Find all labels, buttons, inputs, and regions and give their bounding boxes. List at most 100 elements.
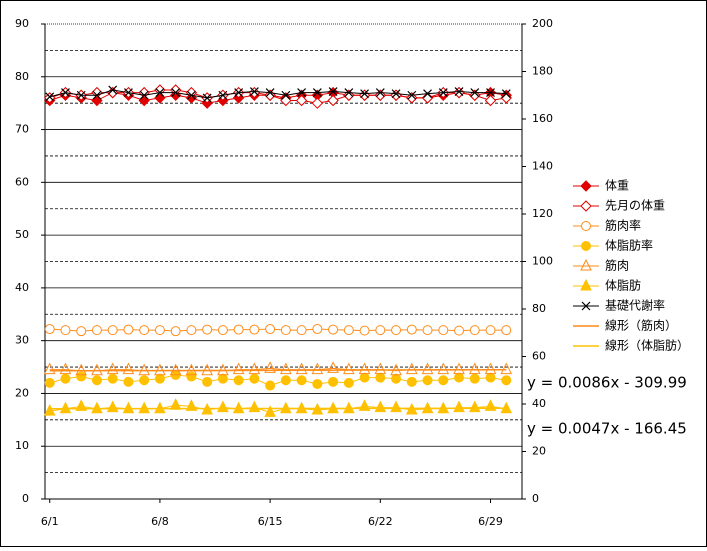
legend-label: 筋肉率 [605, 218, 641, 233]
marker [61, 326, 70, 335]
y-tick-label: 20 [15, 386, 29, 399]
marker [250, 325, 259, 334]
legend-label: 体脂肪率 [605, 238, 653, 253]
marker [218, 374, 227, 383]
y2-tick-label: 100 [532, 255, 553, 268]
marker [140, 326, 149, 335]
marker [203, 377, 212, 386]
y2-tick-label: 140 [532, 160, 553, 173]
marker [124, 377, 133, 386]
marker [234, 325, 243, 334]
marker [171, 327, 180, 336]
marker [124, 325, 133, 334]
marker [92, 376, 101, 385]
marker [455, 326, 464, 335]
marker [281, 376, 290, 385]
y2-tick-label: 80 [532, 302, 546, 315]
marker [108, 374, 117, 383]
marker [266, 381, 275, 390]
legend-label: 先月の体重 [605, 199, 665, 213]
marker [61, 374, 70, 383]
marker [313, 379, 322, 388]
marker [439, 326, 448, 335]
y2-tick-label: 0 [532, 492, 539, 505]
marker [407, 325, 416, 334]
x-tick-label: 6/29 [478, 515, 503, 528]
y-tick-label: 50 [15, 228, 29, 241]
marker [92, 326, 101, 335]
legend-label: 線形（体脂肪） [605, 338, 689, 353]
y2-tick-label: 200 [532, 17, 553, 30]
marker [297, 326, 306, 335]
marker [281, 326, 290, 335]
marker [423, 376, 432, 385]
marker [582, 222, 591, 231]
y2-tick-label: 20 [532, 445, 546, 458]
y2-tick-label: 160 [532, 112, 553, 125]
legend-label: 体脂肪 [605, 278, 641, 293]
marker [250, 374, 259, 383]
y-tick-label: 90 [15, 17, 29, 30]
marker [376, 326, 385, 335]
y-tick-label: 60 [15, 175, 29, 188]
marker [486, 326, 495, 335]
legend-label: 体重 [605, 179, 629, 193]
y-tick-label: 10 [15, 439, 29, 452]
trend-equation: y = 0.0086x - 309.99 [527, 374, 687, 392]
marker [187, 372, 196, 381]
marker [140, 376, 149, 385]
marker [297, 376, 306, 385]
marker [344, 378, 353, 387]
legend-label: 線形（筋肉） [605, 318, 677, 333]
marker [77, 327, 86, 336]
marker [203, 325, 212, 334]
marker [234, 376, 243, 385]
marker [313, 325, 322, 334]
marker [392, 326, 401, 335]
marker [155, 326, 164, 335]
marker [360, 326, 369, 335]
marker [77, 372, 86, 381]
marker [455, 373, 464, 382]
marker [470, 374, 479, 383]
y2-tick-label: 60 [532, 350, 546, 363]
legend-label: 筋肉 [605, 258, 629, 273]
y-tick-label: 40 [15, 281, 29, 294]
y-tick-label: 80 [15, 70, 29, 83]
marker [45, 378, 54, 387]
y2-tick-label: 40 [532, 397, 546, 410]
x-tick-label: 6/8 [151, 515, 169, 528]
marker [376, 373, 385, 382]
y2-tick-label: 120 [532, 207, 553, 220]
y2-tick-label: 180 [532, 65, 553, 78]
marker [45, 325, 54, 334]
marker [360, 373, 369, 382]
marker [407, 377, 416, 386]
y-tick-label: 30 [15, 334, 29, 347]
marker [187, 326, 196, 335]
marker [502, 376, 511, 385]
marker [582, 242, 591, 251]
x-tick-label: 6/22 [368, 515, 393, 528]
marker [218, 326, 227, 335]
legend-label: 基礎代謝率 [605, 298, 665, 313]
marker [423, 326, 432, 335]
marker [329, 325, 338, 334]
marker [502, 326, 511, 335]
x-tick-label: 6/1 [41, 515, 59, 528]
marker [155, 374, 164, 383]
x-tick-label: 6/15 [258, 515, 283, 528]
marker [486, 373, 495, 382]
trend-equation: y = 0.0047x - 166.45 [527, 420, 687, 438]
marker [266, 325, 275, 334]
marker [344, 326, 353, 335]
marker [392, 374, 401, 383]
marker [439, 376, 448, 385]
y-tick-label: 0 [22, 492, 29, 505]
y-tick-label: 70 [15, 123, 29, 136]
marker [108, 326, 117, 335]
series-line [50, 370, 507, 371]
marker [470, 326, 479, 335]
